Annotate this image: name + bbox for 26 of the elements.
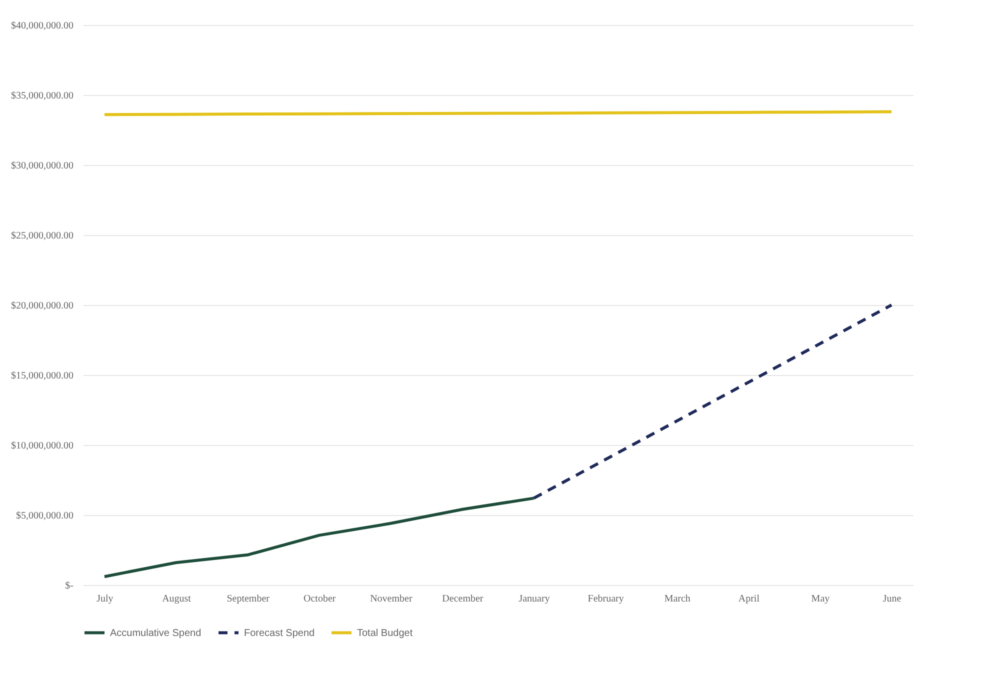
x-tick-label: August (162, 594, 192, 604)
x-tick-label: October (304, 594, 336, 604)
x-tick-label: September (226, 594, 270, 604)
x-tick-label: May (811, 594, 830, 604)
x-tick-label: March (664, 594, 690, 604)
y-tick-label: $40,000,000.00 (11, 20, 74, 32)
y-tick-label: $25,000,000.00 (11, 230, 74, 242)
y-tick-label: $10,000,000.00 (11, 440, 74, 452)
x-tick-label: December (442, 594, 484, 604)
x-tick-label: November (370, 594, 413, 604)
x-tick-label: January (518, 594, 550, 604)
legend-label: Accumulative Spend (110, 628, 202, 639)
line-series (532, 304, 894, 500)
x-tick-label: February (588, 594, 624, 604)
legend-label: Forecast Spend (244, 628, 315, 639)
y-tick-label: $35,000,000.00 (11, 90, 74, 102)
y-tick-label: $20,000,000.00 (11, 300, 74, 312)
y-tick-label: $30,000,000.00 (11, 160, 74, 172)
legend-label: Total Budget (357, 628, 413, 639)
y-tick-label: $- (65, 580, 74, 592)
y-tick-label: $15,000,000.00 (11, 370, 74, 382)
x-tick-label: April (738, 594, 760, 604)
x-tick-label: July (96, 594, 114, 604)
x-tick-label: June (882, 594, 902, 604)
line-series (102, 496, 536, 578)
y-tick-label: $5,000,000.00 (16, 510, 74, 522)
